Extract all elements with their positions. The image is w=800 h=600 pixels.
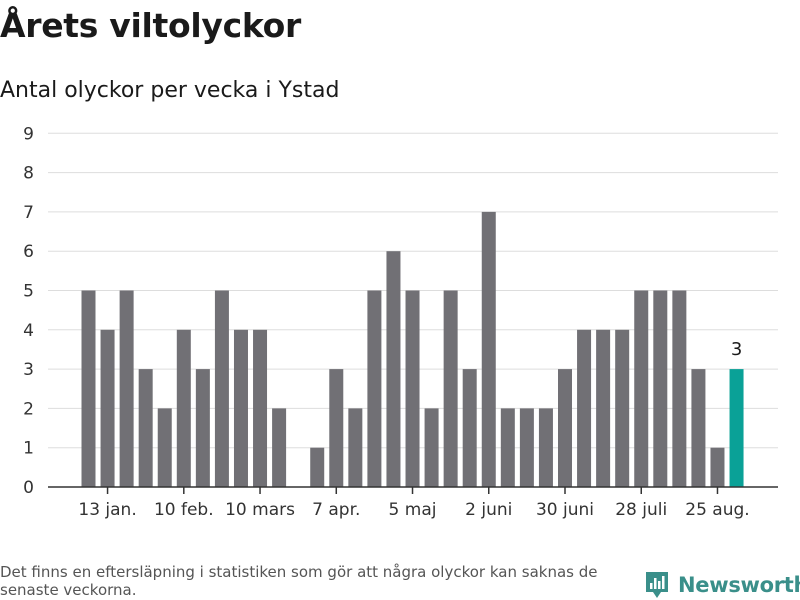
chart-subtitle: Antal olyckor per vecka i Ystad <box>0 78 340 103</box>
x-axis: 13 jan. 10 feb. 10 mars 7 apr. 5 maj 2 juni 30… <box>48 486 778 520</box>
bar <box>233 329 248 487</box>
x-tick-label: 25 aug. <box>685 500 749 520</box>
bar <box>195 369 210 487</box>
bar <box>481 211 496 487</box>
bar <box>386 251 401 487</box>
bars <box>81 211 744 487</box>
footnote: Det finns en eftersläpning i statistiken… <box>0 563 598 599</box>
brand-name: Newsworthy <box>678 573 800 597</box>
bar <box>653 290 668 487</box>
bar <box>634 290 649 487</box>
y-tick-label: 1 <box>23 439 34 459</box>
bar <box>119 290 134 487</box>
highlight-value-label: 3 <box>731 339 742 360</box>
x-tick-label: 2 juni <box>465 500 512 520</box>
bar <box>596 329 611 487</box>
bar <box>157 408 172 487</box>
bar <box>405 290 420 487</box>
y-tick-label: 3 <box>23 360 34 380</box>
x-tick-label: 10 feb. <box>154 500 214 520</box>
bar <box>424 408 439 487</box>
y-axis-ticks: 0 1 2 3 4 5 6 7 8 9 <box>23 124 34 498</box>
y-tick-label: 0 <box>23 478 34 498</box>
x-tick-label: 7 apr. <box>312 500 360 520</box>
bar <box>329 369 344 487</box>
bar <box>500 408 515 487</box>
x-tick-label: 5 maj <box>389 500 437 520</box>
bar <box>577 329 592 487</box>
bar <box>615 329 630 487</box>
bar <box>538 408 553 487</box>
chart-title: Årets viltolyckor <box>0 6 301 45</box>
y-tick-label: 9 <box>23 124 34 144</box>
bar <box>691 369 706 487</box>
bar-chart-badge-icon <box>646 572 668 598</box>
bar <box>443 290 458 487</box>
bar-highlight <box>729 369 744 487</box>
bar <box>138 369 153 487</box>
bar <box>272 408 287 487</box>
bar <box>462 369 477 487</box>
y-tick-label: 4 <box>23 321 34 341</box>
bar <box>519 408 534 487</box>
bar <box>710 447 725 487</box>
bar <box>558 369 572 487</box>
bar <box>672 290 687 487</box>
bar <box>253 329 268 487</box>
bar <box>348 408 363 487</box>
x-tick-label: 28 juli <box>615 500 667 520</box>
x-tick-label: 30 juni <box>536 500 594 520</box>
x-tick-label: 13 jan. <box>78 500 136 520</box>
y-tick-label: 7 <box>23 203 34 223</box>
bar <box>176 329 191 487</box>
bar <box>367 290 382 487</box>
bar <box>100 329 115 487</box>
data-labels: 3 <box>731 339 742 360</box>
bar <box>214 290 229 487</box>
bar <box>81 290 96 487</box>
y-tick-label: 8 <box>23 164 34 184</box>
y-tick-label: 5 <box>23 282 34 302</box>
x-tick-label: 10 mars <box>225 500 295 520</box>
bar <box>310 447 325 487</box>
brand-logo: Newsworthy <box>644 570 800 600</box>
y-tick-label: 6 <box>23 242 34 262</box>
y-tick-label: 2 <box>23 399 34 419</box>
